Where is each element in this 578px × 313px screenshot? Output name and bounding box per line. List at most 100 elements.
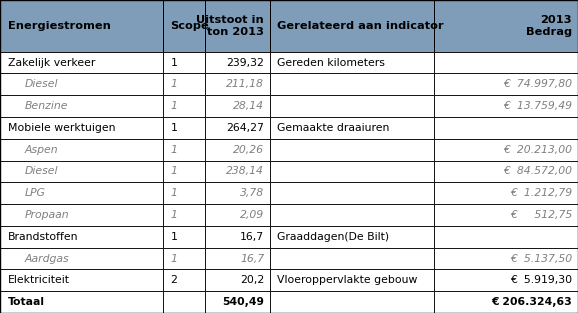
- Text: Vloeroppervlakte gebouw: Vloeroppervlakte gebouw: [277, 275, 418, 285]
- Text: Graaddagen(De Bilt): Graaddagen(De Bilt): [277, 232, 390, 242]
- Text: Diesel: Diesel: [25, 79, 58, 89]
- Bar: [434, 269, 578, 291]
- Text: 1: 1: [171, 254, 177, 264]
- Text: Mobiele werktuigen: Mobiele werktuigen: [8, 123, 115, 133]
- Text: Zakelijk verkeer: Zakelijk verkeer: [8, 58, 95, 68]
- Text: Elektriciteit: Elektriciteit: [8, 275, 69, 285]
- Bar: [163, 269, 205, 291]
- Bar: [270, 74, 434, 95]
- Text: € 206.324,63: € 206.324,63: [491, 297, 572, 307]
- Text: 264,27: 264,27: [226, 123, 264, 133]
- Text: Gemaakte draaiuren: Gemaakte draaiuren: [277, 123, 390, 133]
- Bar: [205, 269, 270, 291]
- Text: 239,32: 239,32: [226, 58, 264, 68]
- Bar: [205, 161, 270, 182]
- Bar: [434, 0, 578, 52]
- Text: Propaan: Propaan: [25, 210, 69, 220]
- Bar: [0, 52, 163, 74]
- Bar: [0, 182, 163, 204]
- Text: €  13.759,49: € 13.759,49: [503, 101, 572, 111]
- Bar: [270, 117, 434, 139]
- Bar: [0, 0, 163, 52]
- Bar: [434, 139, 578, 161]
- Bar: [434, 291, 578, 313]
- Text: 1: 1: [171, 210, 177, 220]
- Text: 2: 2: [171, 275, 177, 285]
- Text: 1: 1: [171, 167, 177, 177]
- Text: 2,09: 2,09: [240, 210, 264, 220]
- Bar: [0, 269, 163, 291]
- Bar: [163, 117, 205, 139]
- Bar: [434, 161, 578, 182]
- Bar: [270, 248, 434, 269]
- Bar: [205, 291, 270, 313]
- Bar: [205, 0, 270, 52]
- Text: LPG: LPG: [25, 188, 46, 198]
- Bar: [163, 95, 205, 117]
- Text: Aspen: Aspen: [25, 145, 58, 155]
- Text: 2013
Bedrag: 2013 Bedrag: [526, 15, 572, 37]
- Text: €  84.572,00: € 84.572,00: [503, 167, 572, 177]
- Bar: [163, 0, 205, 52]
- Bar: [163, 161, 205, 182]
- Bar: [434, 74, 578, 95]
- Text: €  5.919,30: € 5.919,30: [510, 275, 572, 285]
- Text: Energiestromen: Energiestromen: [8, 21, 110, 31]
- Bar: [0, 291, 163, 313]
- Bar: [163, 74, 205, 95]
- Text: €  74.997,80: € 74.997,80: [503, 79, 572, 89]
- Bar: [0, 226, 163, 248]
- Bar: [205, 52, 270, 74]
- Bar: [270, 52, 434, 74]
- Bar: [270, 139, 434, 161]
- Bar: [205, 95, 270, 117]
- Bar: [0, 117, 163, 139]
- Text: 1: 1: [171, 188, 177, 198]
- Bar: [270, 291, 434, 313]
- Bar: [205, 74, 270, 95]
- Bar: [205, 248, 270, 269]
- Text: Gerelateerd aan indicator: Gerelateerd aan indicator: [277, 21, 444, 31]
- Text: Brandstoffen: Brandstoffen: [8, 232, 78, 242]
- Bar: [434, 117, 578, 139]
- Bar: [0, 161, 163, 182]
- Bar: [270, 204, 434, 226]
- Bar: [163, 182, 205, 204]
- Bar: [205, 226, 270, 248]
- Text: 1: 1: [171, 101, 177, 111]
- Text: 1: 1: [171, 79, 177, 89]
- Bar: [0, 248, 163, 269]
- Text: 16,7: 16,7: [240, 254, 264, 264]
- Text: 16,7: 16,7: [240, 232, 264, 242]
- Bar: [0, 139, 163, 161]
- Text: Benzine: Benzine: [25, 101, 68, 111]
- Bar: [434, 52, 578, 74]
- Bar: [163, 226, 205, 248]
- Bar: [0, 204, 163, 226]
- Bar: [0, 74, 163, 95]
- Text: €  1.212,79: € 1.212,79: [510, 188, 572, 198]
- Bar: [163, 204, 205, 226]
- Bar: [163, 291, 205, 313]
- Text: 1: 1: [171, 58, 177, 68]
- Bar: [434, 95, 578, 117]
- Text: Totaal: Totaal: [8, 297, 45, 307]
- Bar: [205, 204, 270, 226]
- Bar: [270, 0, 434, 52]
- Bar: [205, 117, 270, 139]
- Bar: [270, 95, 434, 117]
- Bar: [434, 248, 578, 269]
- Text: 1: 1: [171, 232, 177, 242]
- Bar: [434, 204, 578, 226]
- Text: 20,26: 20,26: [233, 145, 264, 155]
- Bar: [434, 182, 578, 204]
- Text: 540,49: 540,49: [222, 297, 264, 307]
- Bar: [270, 226, 434, 248]
- Text: Aardgas: Aardgas: [25, 254, 69, 264]
- Text: 1: 1: [171, 123, 177, 133]
- Bar: [434, 226, 578, 248]
- Text: 211,18: 211,18: [226, 79, 264, 89]
- Bar: [163, 139, 205, 161]
- Text: Scope: Scope: [171, 21, 209, 31]
- Bar: [163, 52, 205, 74]
